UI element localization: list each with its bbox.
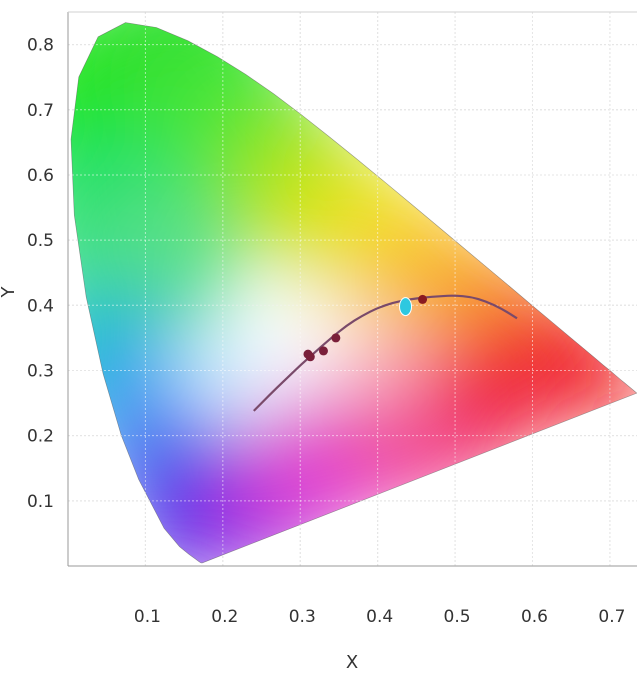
x-tick-label: 0.3 xyxy=(289,607,316,627)
x-tick-label: 0.1 xyxy=(134,607,161,627)
x-tick-label: 0.6 xyxy=(521,607,548,627)
y-tick-label: 0.2 xyxy=(27,427,54,447)
y-tick-label: 0.7 xyxy=(27,101,54,121)
x-tick-label: 0.5 xyxy=(444,607,471,627)
x-tick-label: 0.7 xyxy=(598,607,625,627)
x-tick-label: 0.4 xyxy=(366,607,393,627)
y-axis-label: Y xyxy=(0,286,19,299)
data-point xyxy=(318,346,328,356)
gamut-color-blob-19 xyxy=(431,334,556,459)
y-tick-label: 0.3 xyxy=(27,361,54,381)
tick-labels: 0.1 0.2 0.3 0.4 0.5 0.6 0.7 0.1 0.2 0.3 0.4 0.5 0.6 0… xyxy=(27,36,625,627)
data-point xyxy=(331,333,341,343)
data-point xyxy=(305,352,315,362)
x-axis-label: X xyxy=(346,652,358,673)
spectral-locus-gamut xyxy=(71,22,637,563)
highlight-point xyxy=(399,297,413,317)
grid-overlay xyxy=(68,12,637,566)
x-tick-label: 0.2 xyxy=(211,607,238,627)
planckian-locus-line xyxy=(253,294,518,412)
y-tick-label: 0.8 xyxy=(27,36,54,56)
data-point xyxy=(418,294,428,304)
y-tick-label: 0.4 xyxy=(27,296,54,316)
spectral-locus-outline xyxy=(70,22,637,564)
axes xyxy=(67,11,637,567)
data-points xyxy=(303,294,428,362)
y-tick-label: 0.5 xyxy=(27,231,54,251)
y-tick-label: 0.1 xyxy=(27,492,54,512)
y-tick-label: 0.6 xyxy=(27,166,54,186)
